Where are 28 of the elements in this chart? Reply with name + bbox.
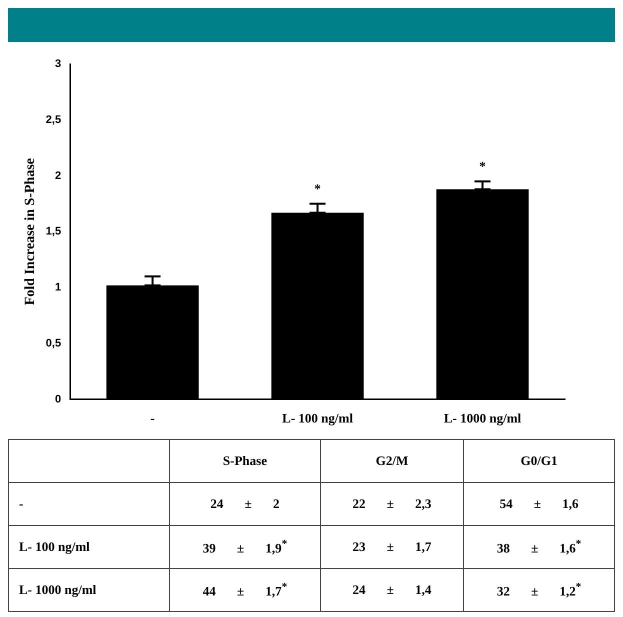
- text: 32 ± 1,2$^{*}$: [496, 580, 582, 598]
- text: 38 ± 1,6$^{*}$: [496, 538, 582, 556]
- category-label: S-Phase: [170, 440, 320, 482]
- y-tick-label: 0: [54, 393, 62, 406]
- y-tick-label: 0,5: [46, 338, 62, 350]
- text: 23 ± 1,7: [352, 539, 432, 554]
- category-label: L- 100 ng/ml: [19, 539, 90, 554]
- y-tick-label: 2,5: [46, 114, 62, 126]
- category-label: L- 1000 ng/ml: [19, 582, 96, 597]
- y-axis-title: Fold Increase in S-Phase: [23, 158, 38, 306]
- text: 44 ± 1,7$^{*}$: [202, 580, 288, 598]
- category-label: G2/M: [320, 440, 464, 482]
- text: 24 ± 2: [210, 496, 280, 511]
- annotation: *: [314, 181, 321, 196]
- y-tick-label: 2: [54, 170, 62, 182]
- x-tick-label: -: [150, 410, 155, 426]
- category-label: -: [19, 496, 24, 511]
- y-tick-label: 1,5: [46, 226, 62, 238]
- text: 24 ± 1,4: [352, 582, 432, 597]
- text: 39 ± 1,9$^{*}$: [202, 538, 288, 556]
- y-tick-label: 1: [54, 282, 62, 294]
- y-tick-label: 3: [54, 58, 62, 70]
- annotation: *: [479, 158, 486, 174]
- category-label: G0/G1: [464, 440, 614, 482]
- text: 22 ± 2,3: [352, 496, 432, 511]
- text: 54 ± 1,6: [500, 496, 578, 511]
- x-tick-label: L- 1000 ng/ml: [444, 410, 522, 426]
- x-tick-label: L- 100 ng/ml: [282, 410, 354, 426]
